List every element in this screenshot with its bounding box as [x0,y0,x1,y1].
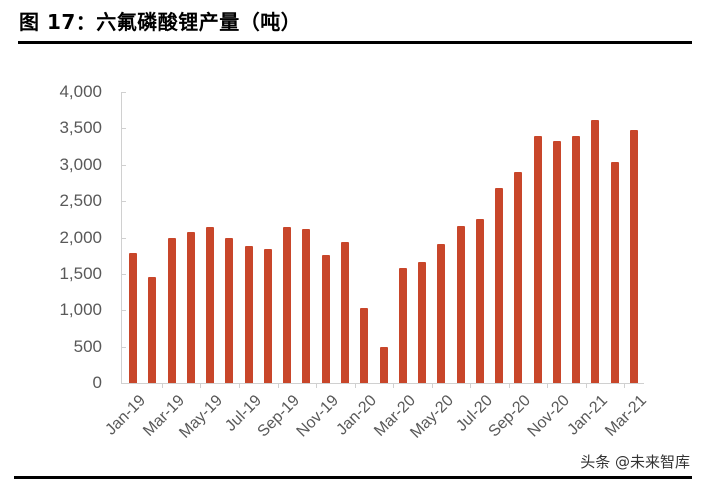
y-tick-label: 1,000 [59,300,102,320]
x-tick-mark [316,383,318,388]
y-tick-label: 3,000 [59,154,102,174]
x-tick-mark [508,383,510,388]
x-tick-mark [238,383,240,388]
y-tick-label: 2,000 [59,227,102,247]
bar-Jan-19 [129,252,137,383]
bar-Dec-19 [340,241,349,383]
y-tick-label: 1,500 [59,263,102,283]
x-tick-mark [200,383,202,388]
y-tick-label: 3,500 [59,118,102,138]
x-tick-mark [431,383,433,388]
bar-Jun-19 [225,237,234,383]
x-tick-mark [354,383,356,388]
bar-Sep-19 [283,227,292,383]
bar-Dec-20 [572,136,581,383]
y-tick-label: 0 [92,373,102,392]
x-tick-mark [547,383,549,388]
bar-Mar-21 [630,129,639,383]
bar-Jan-20 [360,308,369,383]
bar-Mar-20 [398,268,407,383]
y-tick-label: 4,000 [59,82,102,101]
figure-title: 图 17：六氟磷酸锂产量（吨） [19,10,302,34]
bar-Feb-19 [148,276,157,383]
y-tick-label: 500 [73,336,102,356]
y-tick-mark [121,164,126,166]
x-tick-mark [161,383,163,388]
watermark: 头条 @未来智库 [580,453,690,471]
y-tick-mark [121,310,126,312]
y-tick-mark [121,273,126,275]
y-tick-mark [121,346,126,348]
bar-Sep-20 [514,172,523,383]
bar-Oct-20 [533,136,542,383]
bar-Feb-21 [610,161,619,383]
bar-Nov-19 [321,254,330,383]
bar-Jul-19 [244,246,253,383]
bar-Aug-20 [495,188,504,383]
bar-Jul-20 [475,219,484,383]
y-tick-mark [121,92,126,93]
x-tick-mark [393,383,395,388]
y-tick-label: 2,500 [59,191,102,211]
y-tick-mark [121,237,126,239]
x-axis [121,383,644,384]
bar-Feb-20 [379,346,388,383]
bar-Oct-19 [302,228,311,383]
y-tick-mark [121,383,126,384]
x-tick-mark [624,383,626,388]
bar-Mar-19 [167,237,176,383]
bar-Jan-21 [591,119,600,383]
x-tick-mark [277,383,279,388]
x-tick-mark [470,383,472,388]
bar-Jun-20 [456,225,465,383]
bar-May-19 [206,227,215,383]
bar-May-20 [437,244,446,383]
bar-Nov-20 [552,141,561,383]
x-tick-mark [585,383,587,388]
bar-Apr-19 [186,232,195,383]
y-tick-mark [121,201,126,203]
top-divider [18,41,692,44]
bottom-divider [14,476,692,479]
bar-Aug-19 [263,249,272,383]
y-tick-mark [121,128,126,130]
bar-Apr-20 [418,262,427,383]
